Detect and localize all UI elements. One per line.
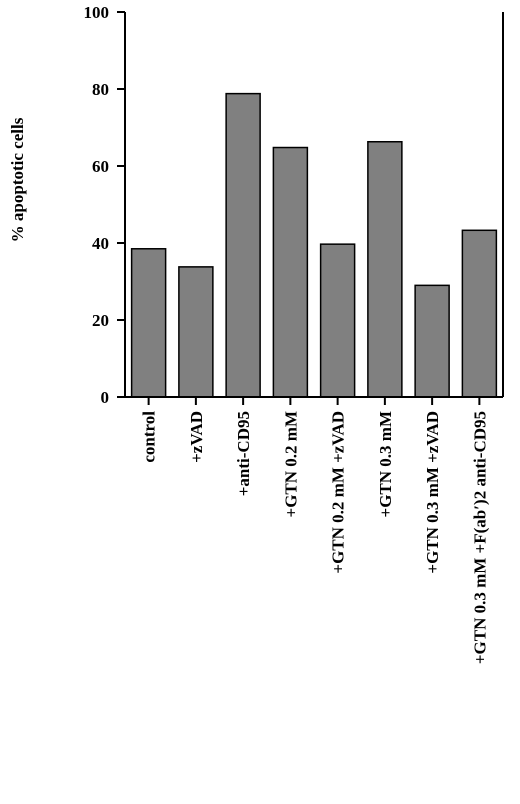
y-tick-label: 0: [101, 388, 110, 407]
y-tick-label: 20: [92, 311, 109, 330]
y-tick-label: 100: [84, 3, 110, 22]
x-tick-label: +GTN 0.2 mM: [281, 411, 300, 517]
x-tick-label: +GTN 0.2 mM +zVAD: [329, 411, 348, 574]
bar-8: [461, 229, 498, 398]
bar-4: [272, 146, 309, 398]
bar-5: [319, 243, 356, 398]
bar-2: [178, 266, 214, 398]
bar-3: [225, 92, 261, 398]
bar-7: [414, 284, 450, 398]
x-tick-label: +GTN 0.3 mM +F(ab′)2 anti-CD95: [470, 411, 489, 664]
bar-6: [367, 140, 403, 398]
plot-area: 0 20 40 60 80 100 control +zVAD +anti-CD95 +GTN 0…: [84, 3, 504, 664]
x-tick-label: +anti-CD95: [234, 411, 253, 496]
y-axis-label: % apoptotic cells: [8, 117, 27, 242]
y-tick-label: 80: [92, 80, 109, 99]
x-tick-label: control: [140, 411, 159, 463]
x-tick-label: +zVAD: [187, 411, 206, 463]
y-tick-label: 40: [92, 234, 109, 253]
y-tick-label: 60: [92, 157, 109, 176]
bar-1: [130, 248, 167, 398]
x-tick-label: +GTN 0.3 mM: [376, 411, 395, 517]
x-tick-label: +GTN 0.3 mM +zVAD: [423, 411, 442, 574]
